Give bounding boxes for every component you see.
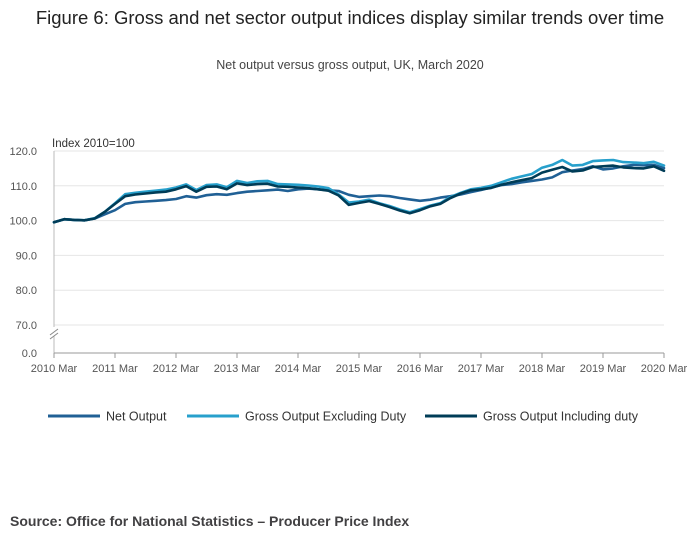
x-tick-label: 2017 Mar <box>458 363 505 375</box>
x-tick-label: 2016 Mar <box>397 363 444 375</box>
source-note: Source: Office for National Statistics –… <box>10 513 410 529</box>
x-tick-label: 2012 Mar <box>153 363 200 375</box>
x-tick-label: 2020 Mar <box>641 363 688 375</box>
x-tick-label: 2019 Mar <box>580 363 627 375</box>
axis-break-mark <box>49 332 59 340</box>
legend: Net Output Gross Output Excluding Duty Gro… <box>48 410 639 424</box>
legend-label: Gross Output Excluding Duty <box>245 410 407 424</box>
legend-label: Net Output <box>106 410 167 424</box>
series-lines <box>52 158 666 224</box>
x-tick-label: 2011 Mar <box>92 363 138 375</box>
y-tick-label: 70.0 <box>16 320 37 332</box>
y-tick-label: 110.0 <box>10 181 37 193</box>
x-tick-label: 2018 Mar <box>519 363 566 375</box>
x-tick-label: 2013 Mar <box>214 363 261 375</box>
series-line-gross-output-including-duty <box>52 164 666 224</box>
y-tick-label: 120.0 <box>9 146 37 158</box>
y-axis-ticks: 120.0 110.0 100.0 90.0 80.0 70.0 0.0 <box>9 146 37 360</box>
y-tick-label: 0.0 <box>22 348 37 360</box>
y-tick-label: 100.0 <box>9 216 37 228</box>
x-tick-label: 2010 Mar <box>31 363 78 375</box>
axis-break-mark <box>49 328 59 336</box>
y-tick-label: 90.0 <box>16 250 37 262</box>
x-tick-label: 2014 Mar <box>275 363 322 375</box>
series-line-net-output <box>52 163 666 224</box>
y-tick-label: 80.0 <box>16 285 37 297</box>
chart-title: Figure 6: Gross and net sector output in… <box>35 7 665 28</box>
y-axis-label: Index 2010=100 <box>52 138 135 150</box>
legend-label: Gross Output Including duty <box>483 410 639 424</box>
x-axis: 2010 Mar 2011 Mar 2012 Mar 2013 Mar 2014 Mar… <box>31 151 688 375</box>
series-line-gross-output-excluding-duty <box>52 158 666 224</box>
chart-subtitle: Net output versus gross output, UK, Marc… <box>216 58 484 72</box>
x-tick-label: 2015 Mar <box>336 363 383 375</box>
gridlines <box>54 150 664 354</box>
